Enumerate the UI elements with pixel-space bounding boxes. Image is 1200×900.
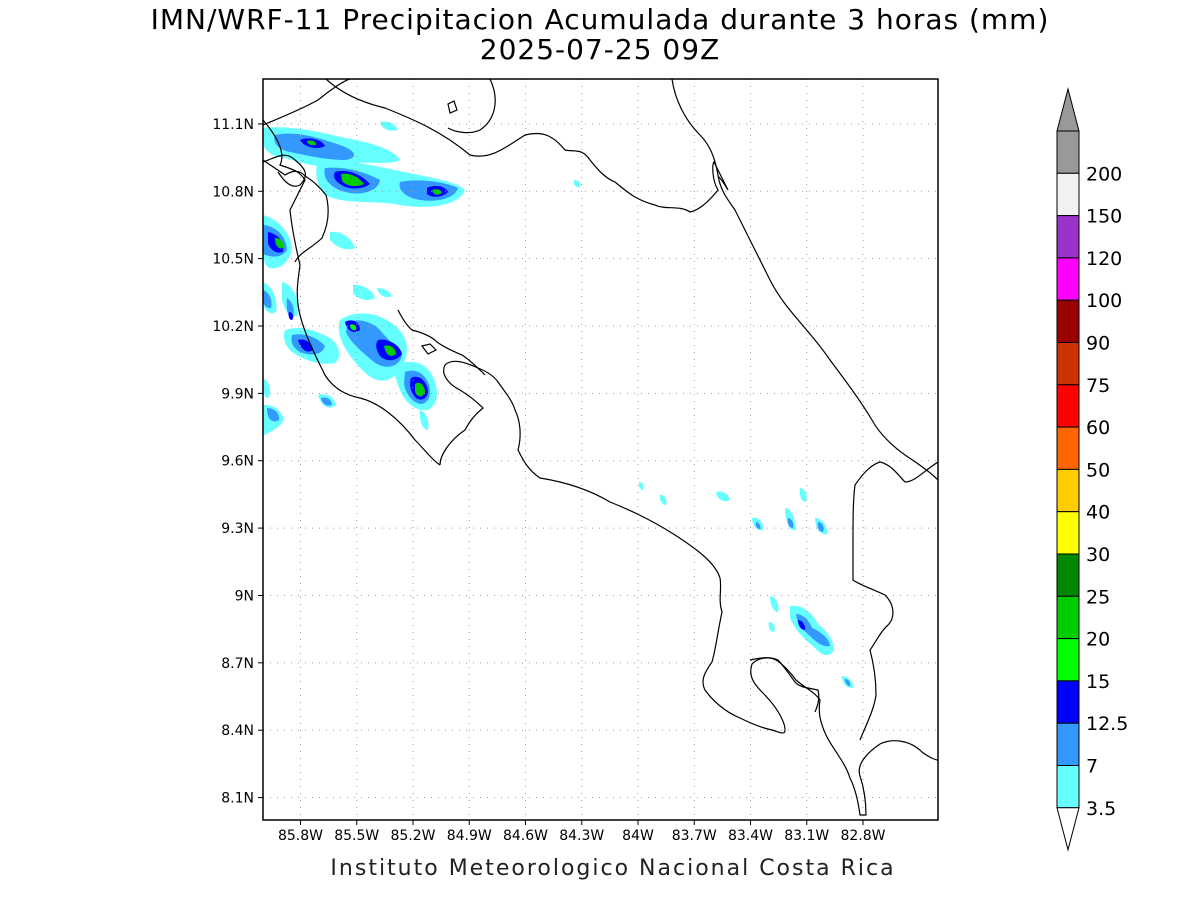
- coastline-and-borders: [263, 79, 938, 816]
- lon-tick-label: 85.8W: [278, 828, 323, 844]
- longitude-axis: 85.8W 85.5W 85.2W 84.9W 84.6W 84.3W 84W 83.7W 83…: [278, 820, 886, 844]
- lake-nicaragua-south-shore: [325, 79, 729, 213]
- caribbean-coast: [671, 79, 938, 481]
- colorbar-label: 200: [1086, 163, 1122, 185]
- lat-tick-label: 9.3N: [221, 521, 254, 537]
- colorbar-segment: [1056, 342, 1080, 386]
- colorbar-segment: [1056, 130, 1080, 174]
- colorbar-label: 120: [1086, 248, 1122, 270]
- ometepe-island: [447, 100, 458, 114]
- colorbar-segment: [1056, 511, 1080, 555]
- colorbar-segment: [1056, 384, 1080, 428]
- lon-tick-label: 83.4W: [728, 828, 773, 844]
- colorbar-segment: [1056, 680, 1080, 724]
- colorbar-segment: [1056, 765, 1080, 809]
- colorbar-segment: [1056, 595, 1080, 640]
- colorbar-segment: [1056, 722, 1080, 767]
- lat-tick-label: 9.6N: [221, 454, 254, 470]
- precip-cluster-southeast: [638, 481, 854, 688]
- colorbar-label: 75: [1086, 375, 1110, 397]
- colorbar-segment: [1056, 553, 1080, 597]
- colorbar-segment: [1056, 215, 1080, 259]
- lon-tick-label: 82.8W: [840, 828, 885, 844]
- lat-tick-label: 10.8N: [212, 184, 254, 200]
- guanacaste-pacific-coast: [263, 119, 441, 466]
- nicoya-inner-lake: [420, 343, 438, 355]
- map-title: IMN/WRF-11 Precipitacion Acumulada duran…: [150, 3, 1050, 36]
- lon-tick-label: 84.9W: [447, 828, 492, 844]
- colorbar-segment: [1056, 299, 1080, 344]
- lat-tick-label: 9.9N: [221, 386, 254, 402]
- lon-tick-label: 83.7W: [672, 828, 717, 844]
- colorbar-arrow-top: [1056, 87, 1080, 132]
- colorbar-label: 7: [1086, 756, 1098, 778]
- map-frame: [262, 78, 939, 821]
- colorbar-label: 12.5: [1086, 713, 1128, 735]
- lon-tick-label: 85.2W: [390, 828, 435, 844]
- colorbar-label: 50: [1086, 459, 1110, 481]
- latitude-axis: 11.1N 10.8N 10.5N 10.2N 9.9N 9.6N 9.3N 9N 8.7N 8.…: [212, 117, 263, 807]
- lon-tick-label: 83.1W: [784, 828, 829, 844]
- lat-tick-label: 8.4N: [221, 723, 254, 739]
- lon-tick-label: 84W: [622, 828, 654, 844]
- precip-cluster-nw: [263, 121, 581, 250]
- colorbar-label: 150: [1086, 206, 1122, 228]
- colorbar-legend: 3.5 7 12.5 15 20 25 30 40 50 60 75 90 100 120 150 200: [1056, 87, 1128, 852]
- graticule: [263, 79, 938, 820]
- lat-tick-label: 10.2N: [212, 319, 254, 335]
- osa-peninsula: [749, 657, 820, 713]
- precip-cluster-west: [263, 215, 392, 320]
- footer-institution: Instituto Meteorologico Nacional Costa R…: [330, 856, 896, 881]
- precip-cluster-nicoya: [263, 313, 437, 436]
- panama-border: [852, 461, 938, 741]
- lat-tick-label: 8.7N: [221, 656, 254, 672]
- lat-tick-label: 9N: [235, 588, 254, 604]
- colorbar-label: 3.5: [1086, 798, 1116, 820]
- colorbar-label: 15: [1086, 671, 1110, 693]
- colorbar-label: 100: [1086, 290, 1122, 312]
- lat-tick-label: 11.1N: [212, 117, 254, 133]
- map-subtitle-datetime: 2025-07-25 09Z: [479, 33, 721, 66]
- colorbar-arrow-bottom: [1056, 807, 1080, 852]
- nicaragua-lake-shore: [263, 79, 351, 126]
- colorbar-label: 25: [1086, 586, 1110, 608]
- precipitation-layer: [263, 121, 854, 688]
- colorbar-segment: [1056, 172, 1080, 217]
- river-san-juan: [397, 309, 486, 376]
- lat-tick-label: 10.5N: [212, 252, 254, 268]
- lon-tick-label: 85.5W: [334, 828, 379, 844]
- colorbar-label: 90: [1086, 333, 1110, 355]
- colorbar-label: 60: [1086, 417, 1110, 439]
- lon-tick-label: 84.6W: [503, 828, 548, 844]
- colorbar-label: 30: [1086, 544, 1110, 566]
- lat-tick-label: 8.1N: [221, 791, 254, 807]
- colorbar-label: 20: [1086, 629, 1110, 651]
- nicaragua-sw-coast: [263, 154, 307, 187]
- nicaragua-border-north: [263, 159, 329, 263]
- colorbar-segment: [1056, 638, 1080, 682]
- colorbar-segment: [1056, 257, 1080, 301]
- solentiname-shore: [447, 79, 496, 134]
- colorbar-segment: [1056, 426, 1080, 470]
- colorbar-label: 40: [1086, 502, 1110, 524]
- colorbar-segment: [1056, 468, 1080, 513]
- lon-tick-label: 84.3W: [559, 828, 604, 844]
